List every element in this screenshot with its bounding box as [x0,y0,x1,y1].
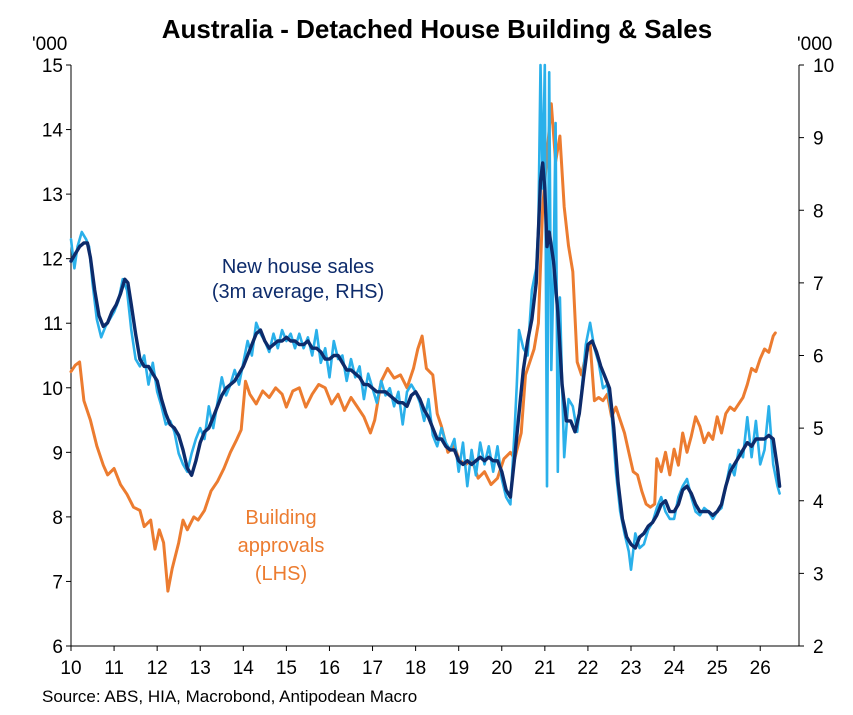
x-tick-label: 16 [319,658,340,679]
right-tick-label: 9 [813,129,824,150]
chart-title: Australia - Detached House Building & Sa… [162,14,712,44]
x-tick-label: 21 [534,658,555,679]
right-axis-ticks: 2 3 4 5 6 7 8 9 10 [799,56,834,658]
x-tick-label: 14 [233,658,255,679]
right-tick-label: 5 [813,419,824,440]
left-tick-label: 13 [42,185,63,206]
left-tick-label: 11 [43,314,63,335]
right-axis-unit: '000 [797,34,832,55]
approvals-annotation-line1: Building [245,507,316,529]
x-tick-label: 12 [147,658,168,679]
left-tick-label: 15 [42,56,63,77]
right-tick-label: 10 [813,56,834,77]
right-tick-label: 2 [813,637,824,658]
x-axis-ticks: 10 11 12 13 14 15 16 17 18 19 20 21 22 23 24 25 26 [60,646,771,679]
new-house-sales-line [69,63,781,571]
axes [70,65,800,647]
x-tick-label: 20 [491,658,512,679]
approvals-annotation-line3: (LHS) [255,563,307,585]
x-tick-label: 23 [620,658,641,679]
left-axis-ticks: 6 7 8 9 10 11 12 13 14 15 [42,56,71,658]
x-tick-label: 18 [405,658,426,679]
series-lines [69,63,782,593]
left-tick-label: 12 [42,250,63,271]
right-tick-label: 3 [813,564,824,585]
approvals-annotation-line2: approvals [238,535,325,557]
left-tick-label: 6 [52,637,63,658]
right-tick-label: 8 [813,201,824,222]
right-tick-label: 4 [813,492,824,513]
left-tick-label: 8 [52,508,63,529]
x-tick-label: 11 [104,658,124,679]
right-tick-label: 7 [813,274,824,295]
x-tick-label: 10 [60,658,81,679]
x-tick-label: 26 [750,658,771,679]
right-tick-label: 6 [813,347,824,368]
new-house-sales-3m-avg-line [69,161,782,550]
left-axis-unit: '000 [32,34,67,55]
sales-annotation-line1: New house sales [222,256,374,278]
x-tick-label: 24 [664,658,686,679]
left-tick-label: 10 [42,379,63,400]
x-tick-label: 17 [362,658,383,679]
left-tick-label: 7 [52,572,63,593]
sales-annotation-line2: (3m average, RHS) [212,281,384,303]
source-note: Source: ABS, HIA, Macrobond, Antipodean … [42,687,417,706]
x-tick-label: 25 [707,658,728,679]
left-tick-label: 14 [42,121,64,142]
x-tick-label: 19 [448,658,469,679]
left-tick-label: 9 [52,443,63,464]
x-tick-label: 15 [276,658,297,679]
x-tick-label: 13 [190,658,211,679]
x-tick-label: 22 [577,658,598,679]
